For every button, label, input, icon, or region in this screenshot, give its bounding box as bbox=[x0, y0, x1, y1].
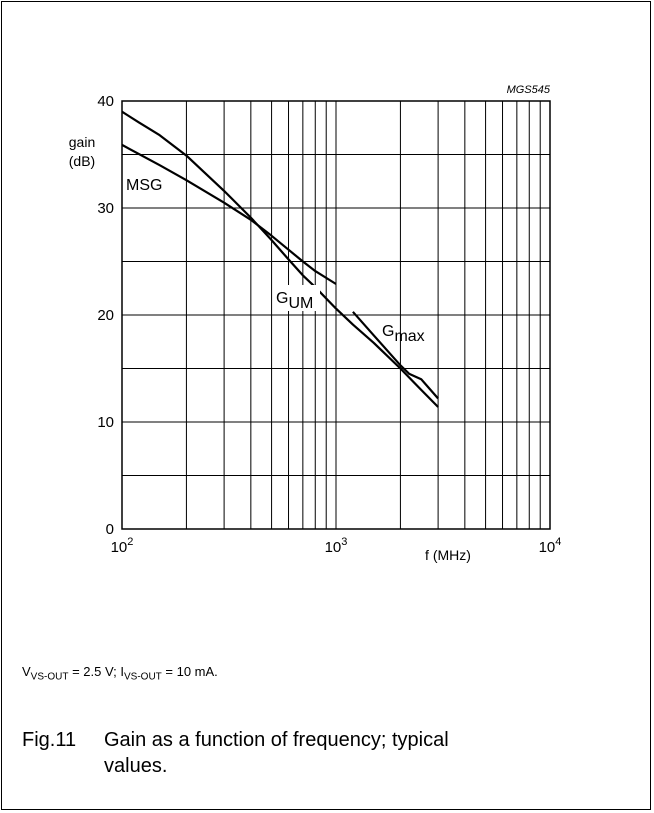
x-axis-label: f (MHz) bbox=[425, 547, 471, 563]
series-labels: MSG GUM Gmax bbox=[126, 177, 425, 345]
series-label-bg bbox=[274, 285, 320, 311]
series-line-msg bbox=[121, 143, 337, 285]
y-axis-label-line1: gain bbox=[69, 134, 95, 150]
current-value: = 10 mA. bbox=[161, 664, 218, 679]
y-tick-label: 20 bbox=[97, 307, 114, 324]
series-label-gum: GUM bbox=[276, 290, 313, 312]
y-tick-label: 10 bbox=[97, 414, 114, 431]
series-line-gmax bbox=[352, 311, 439, 400]
figure-number: Fig.11 bbox=[22, 729, 77, 751]
gain-vs-frequency-chart: 0 10 20 30 40 102 103 104 MGS545 gain (dB) f (M… bbox=[69, 84, 562, 563]
y-tick-label: 0 bbox=[106, 521, 114, 538]
series-label-gmax: Gmax bbox=[382, 323, 425, 345]
y-tick-label: 30 bbox=[97, 200, 114, 217]
series-label-msg: MSG bbox=[126, 177, 162, 194]
current-subscript: VS-OUT bbox=[124, 671, 162, 683]
voltage-subscript: VS-OUT bbox=[30, 671, 69, 683]
series-line-gum bbox=[121, 110, 439, 408]
series-lines bbox=[121, 110, 439, 408]
caption-line1: Gain as a function of frequency; typical bbox=[104, 729, 449, 751]
caption-line2: values. bbox=[104, 755, 168, 777]
tick-labels: 0 10 20 30 40 102 103 104 bbox=[97, 93, 561, 556]
voltage-value: = 2.5 V; bbox=[68, 664, 121, 679]
x-tick-label: 104 bbox=[539, 536, 562, 556]
chart-grid bbox=[122, 101, 550, 529]
y-axis-label-line2: (dB) bbox=[69, 153, 95, 169]
test-conditions: VVS-OUT = 2.5 V; IVS-OUT = 10 mA. bbox=[22, 664, 218, 683]
figure-caption: Fig.11 Gain as a function of frequency; t… bbox=[22, 727, 449, 779]
voltage-symbol: V bbox=[22, 664, 31, 679]
x-tick-label: 102 bbox=[111, 536, 134, 556]
plot-border bbox=[121, 100, 551, 530]
y-tick-label: 40 bbox=[97, 93, 114, 110]
figure-code: MGS545 bbox=[507, 84, 551, 96]
current-symbol: I bbox=[120, 664, 124, 679]
x-tick-label: 103 bbox=[325, 536, 348, 556]
